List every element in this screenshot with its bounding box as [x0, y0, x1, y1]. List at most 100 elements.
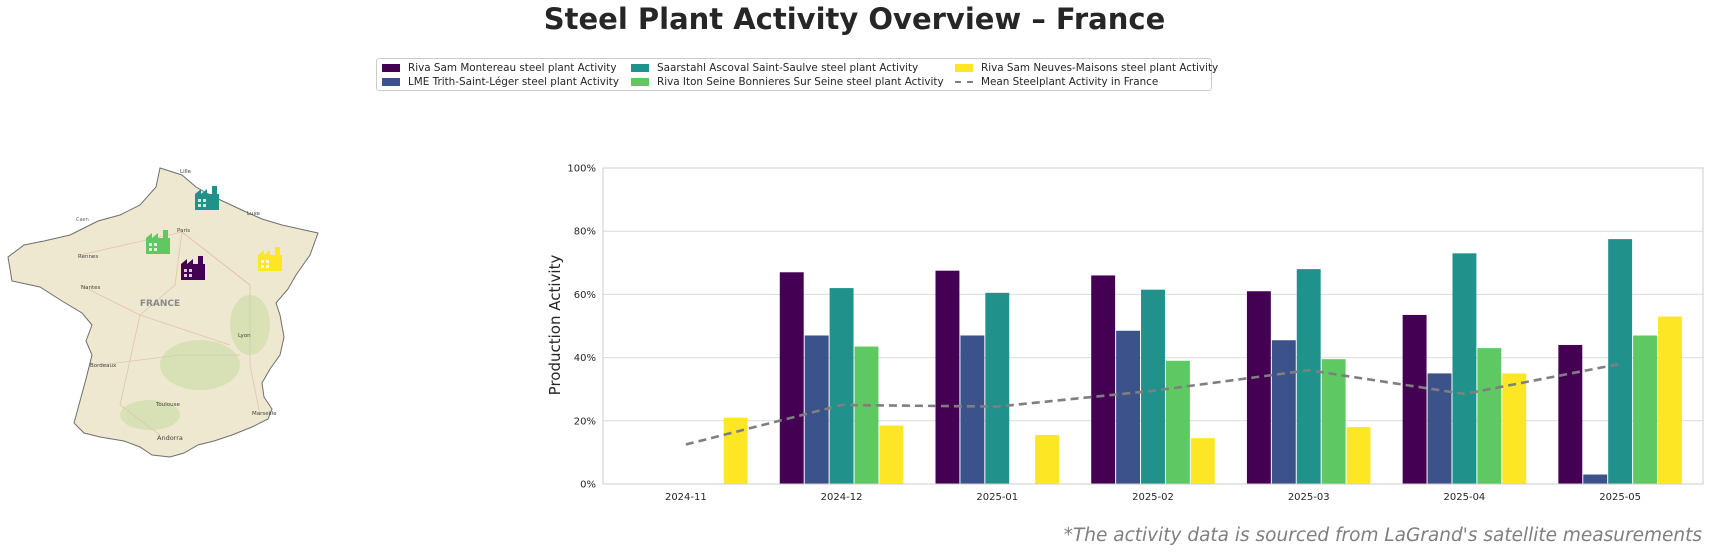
map-country-label: FRANCE	[140, 299, 180, 309]
legend-swatch	[631, 64, 649, 72]
legend-swatch	[955, 64, 973, 72]
map-green-areas	[120, 295, 270, 430]
map-city-label: Lille	[180, 169, 192, 175]
factory-icon-window	[184, 269, 187, 272]
footnote: *The activity data is sourced from LaGra…	[1063, 525, 1702, 546]
factory-icon-window	[198, 199, 201, 202]
bar	[879, 425, 904, 484]
factory-icon-window	[266, 265, 269, 268]
legend-label: Mean Steelplant Activity in France	[981, 76, 1159, 88]
bar	[935, 270, 960, 484]
legend-swatch	[631, 78, 649, 86]
bar	[960, 335, 985, 484]
y-axis-label: Production Activity	[546, 255, 564, 396]
bar	[1165, 360, 1190, 484]
bar	[1558, 344, 1583, 484]
map-city-label: Caen	[76, 217, 89, 223]
factory-icon-window	[203, 204, 206, 207]
y-tick-label: 60%	[574, 290, 596, 301]
map-city-label: Paris	[177, 228, 190, 234]
factory-icon-chimney	[275, 247, 280, 257]
x-tick-label: 2025-05	[1599, 492, 1641, 503]
bar	[1190, 438, 1215, 484]
factory-icon-window	[149, 243, 152, 246]
bar	[1427, 373, 1452, 484]
france-outline	[7, 167, 319, 458]
y-tick-label: 100%	[567, 164, 596, 175]
chart-bars	[723, 239, 1682, 484]
factory-icon	[181, 256, 205, 280]
factory-icon-roof	[258, 250, 270, 255]
legend-label: Riva Sam Montereau steel plant Activity	[408, 62, 617, 74]
factory-icon-chimney	[163, 230, 168, 240]
map-city-label: Toulouse	[155, 402, 181, 408]
legend-swatch	[382, 64, 400, 72]
mean-activity-line	[685, 362, 1621, 446]
factory-icon-roof	[181, 259, 193, 264]
plot-frame	[602, 167, 1704, 485]
map-city-label: Andorra	[157, 434, 183, 442]
y-tick-label: 0%	[580, 480, 596, 491]
factory-icon-window	[149, 248, 152, 251]
y-tick-label: 80%	[574, 227, 596, 238]
x-tick-label: 2025-01	[976, 492, 1018, 503]
bar	[1091, 275, 1116, 484]
chart-legend: Riva Sam Montereau steel plant Activity …	[376, 58, 1218, 91]
map-city-label: Marseille	[252, 411, 277, 417]
factory-icon-window	[154, 243, 157, 246]
chart-axes	[602, 167, 1704, 485]
y-tick-label: 40%	[574, 353, 596, 364]
factory-icon-window	[261, 260, 264, 263]
x-tick-labels: 2024-11 2024-12 2025-01 2025-02 2025-03 2025-…	[665, 492, 1641, 503]
bar	[854, 346, 879, 484]
map-city-label: Rennes	[78, 254, 98, 260]
factory-icon-window	[154, 248, 157, 251]
x-tick-label: 2025-03	[1288, 492, 1330, 503]
factory-icon-window	[198, 204, 201, 207]
legend-swatch	[382, 78, 400, 86]
factory-icon-chimney	[212, 186, 217, 196]
bar	[1296, 269, 1321, 484]
x-tick-label: 2024-11	[665, 492, 707, 503]
factory-icon	[195, 186, 219, 210]
bar	[1141, 289, 1165, 484]
x-tick-label: 2025-02	[1132, 492, 1174, 503]
bar	[1608, 239, 1633, 484]
bar	[723, 417, 748, 484]
bar	[1633, 335, 1658, 484]
bar	[1346, 427, 1371, 484]
france-map: FRANCE Lille Paris Rennes Nantes Lyon Bo…	[7, 167, 319, 458]
x-tick-label: 2024-12	[821, 492, 863, 503]
legend-label: Riva Iton Seine Bonnieres Sur Seine stee…	[657, 76, 944, 88]
bar	[1271, 340, 1296, 484]
factory-icon-roof	[195, 189, 207, 194]
bar	[829, 288, 854, 484]
bar	[1035, 435, 1060, 484]
factory-icon-window	[189, 269, 192, 272]
bar	[1583, 474, 1608, 484]
bar	[1116, 330, 1141, 484]
factory-icon-window	[203, 199, 206, 202]
legend-dash	[955, 81, 973, 83]
factory-icon-window	[266, 260, 269, 263]
map-markers	[146, 186, 282, 280]
legend-label: LME Trith-Saint-Léger steel plant Activi…	[408, 76, 619, 88]
factory-icon-chimney	[198, 256, 203, 266]
bar	[779, 272, 804, 484]
map-city-label: Bordeaux	[90, 363, 117, 369]
bar	[804, 335, 829, 484]
y-tick-label: 20%	[574, 416, 596, 427]
factory-icon-roof	[146, 233, 158, 238]
map-city-label: Lyon	[238, 333, 251, 339]
factory-icon	[146, 230, 170, 254]
map-city-label: Nantes	[81, 285, 101, 291]
legend-label: Riva Sam Neuves-Maisons steel plant Acti…	[981, 62, 1219, 74]
bar	[1502, 373, 1527, 484]
factory-icon-window	[261, 265, 264, 268]
x-tick-label: 2025-04	[1444, 492, 1486, 503]
bar	[1477, 348, 1502, 484]
factory-icon-window	[189, 274, 192, 277]
y-tick-labels: 0% 20% 40% 60% 80% 100%	[567, 164, 596, 491]
bar	[1658, 316, 1682, 484]
